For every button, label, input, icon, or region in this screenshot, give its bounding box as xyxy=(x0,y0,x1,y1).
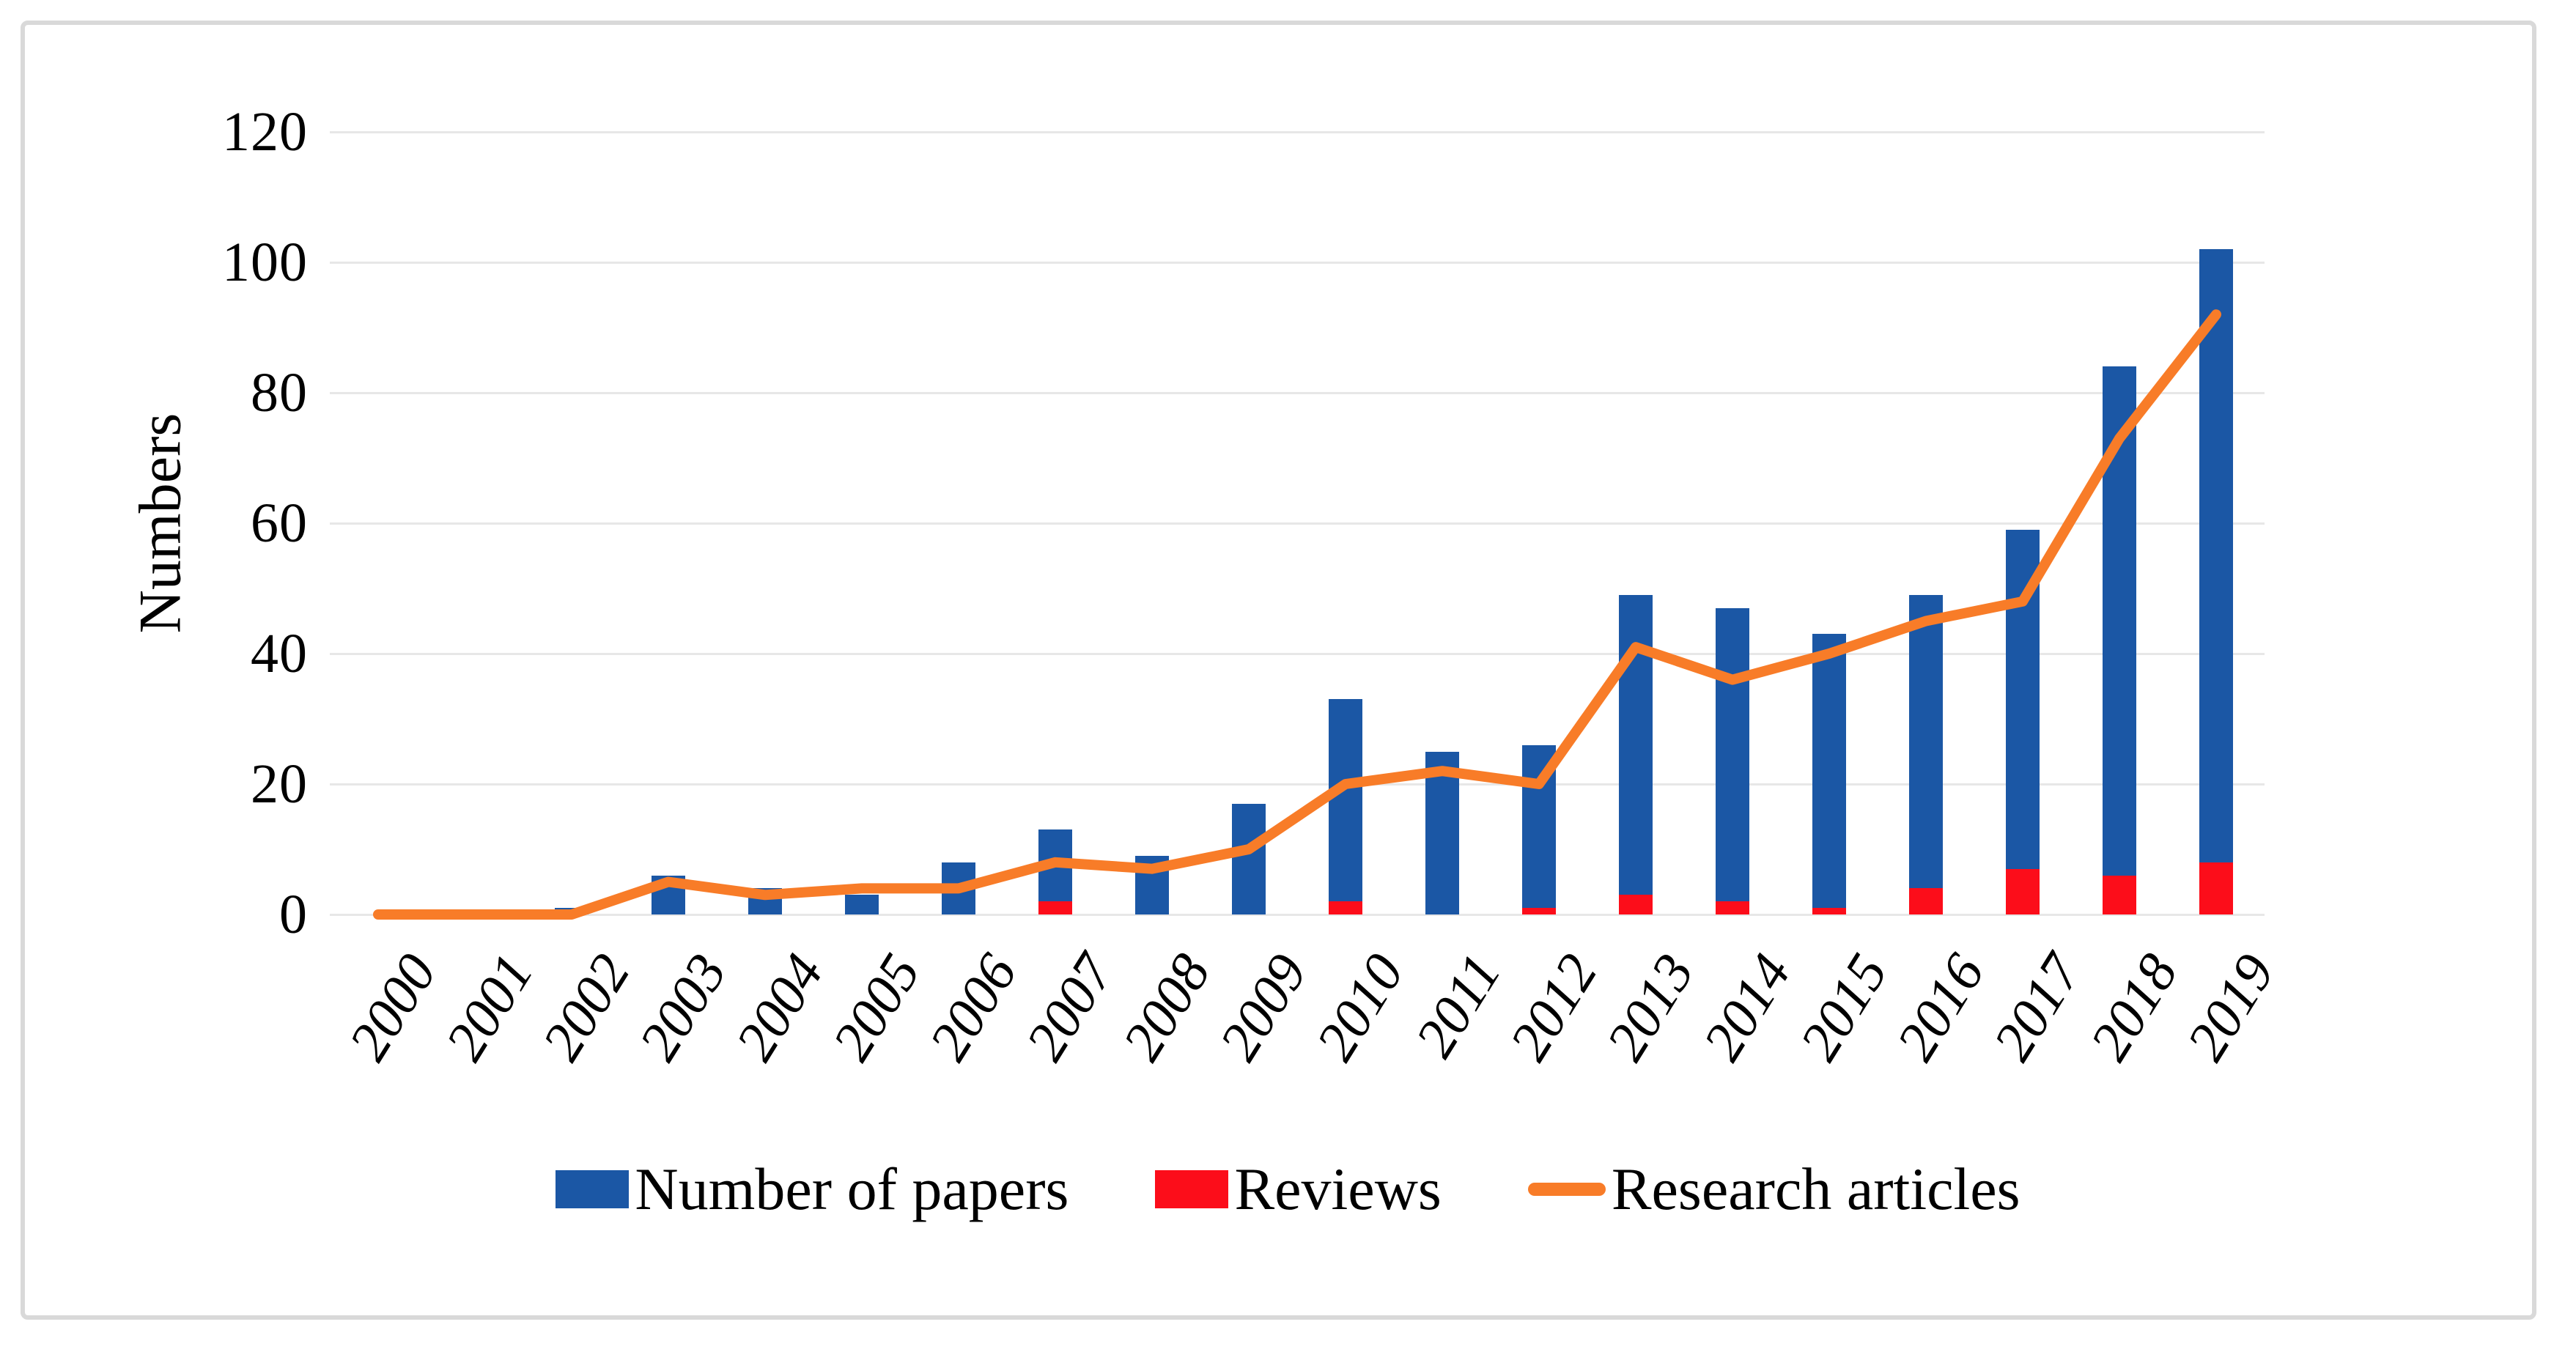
chart-legend: Number of papers Reviews Research articles xyxy=(0,1156,2576,1222)
reviews-bar xyxy=(1716,901,1749,914)
y-tick-label: 120 xyxy=(222,101,308,163)
y-tick-label: 80 xyxy=(251,362,308,424)
research-articles-line-layer xyxy=(373,309,2221,920)
papers-bar xyxy=(1232,803,1266,914)
legend-item-reviews: Reviews xyxy=(1155,1156,1442,1222)
y-tick-label: 100 xyxy=(222,232,308,293)
papers-bar xyxy=(1909,594,1943,914)
reviews-bar xyxy=(1522,908,1556,914)
legend-square-swatch-icon xyxy=(1155,1170,1229,1208)
legend-line-swatch-icon xyxy=(1527,1183,1606,1196)
reviews-bar xyxy=(1619,895,1653,914)
y-tick-label: 60 xyxy=(251,492,308,554)
legend-square-swatch-icon xyxy=(556,1170,630,1208)
papers-bar xyxy=(1329,699,1362,914)
reviews-bar xyxy=(1812,908,1846,914)
papers-bar xyxy=(1716,607,1749,914)
y-tick-label: 40 xyxy=(251,623,308,684)
research-articles-line xyxy=(373,309,2221,920)
reviews-bar xyxy=(2103,875,2136,914)
legend-label: Number of papers xyxy=(635,1156,1069,1222)
gridline xyxy=(330,522,2265,525)
gridline xyxy=(330,914,2265,916)
reviews-bar xyxy=(1038,901,1072,914)
papers-bar xyxy=(1425,751,1459,914)
papers-bar xyxy=(1812,634,1846,914)
y-tick-label: 0 xyxy=(279,884,308,945)
legend-item-research-articles: Research articles xyxy=(1527,1156,2020,1222)
gridline xyxy=(330,653,2265,655)
gridline xyxy=(330,262,2265,264)
reviews-bar xyxy=(1909,888,1943,914)
reviews-bar xyxy=(2199,862,2233,914)
papers-bar xyxy=(1038,829,1072,914)
legend-label: Research articles xyxy=(1611,1156,2020,1222)
y-tick-label: 20 xyxy=(251,753,308,815)
reviews-bar xyxy=(1329,901,1362,914)
gridline xyxy=(330,392,2265,394)
gridline xyxy=(330,131,2265,133)
papers-bar xyxy=(845,895,879,914)
legend-label: Reviews xyxy=(1234,1156,1442,1222)
legend-item-number-of-papers: Number of papers xyxy=(556,1156,1069,1222)
papers-bar xyxy=(2199,249,2233,914)
reviews-bar xyxy=(2006,868,2040,914)
gridline xyxy=(330,783,2265,786)
